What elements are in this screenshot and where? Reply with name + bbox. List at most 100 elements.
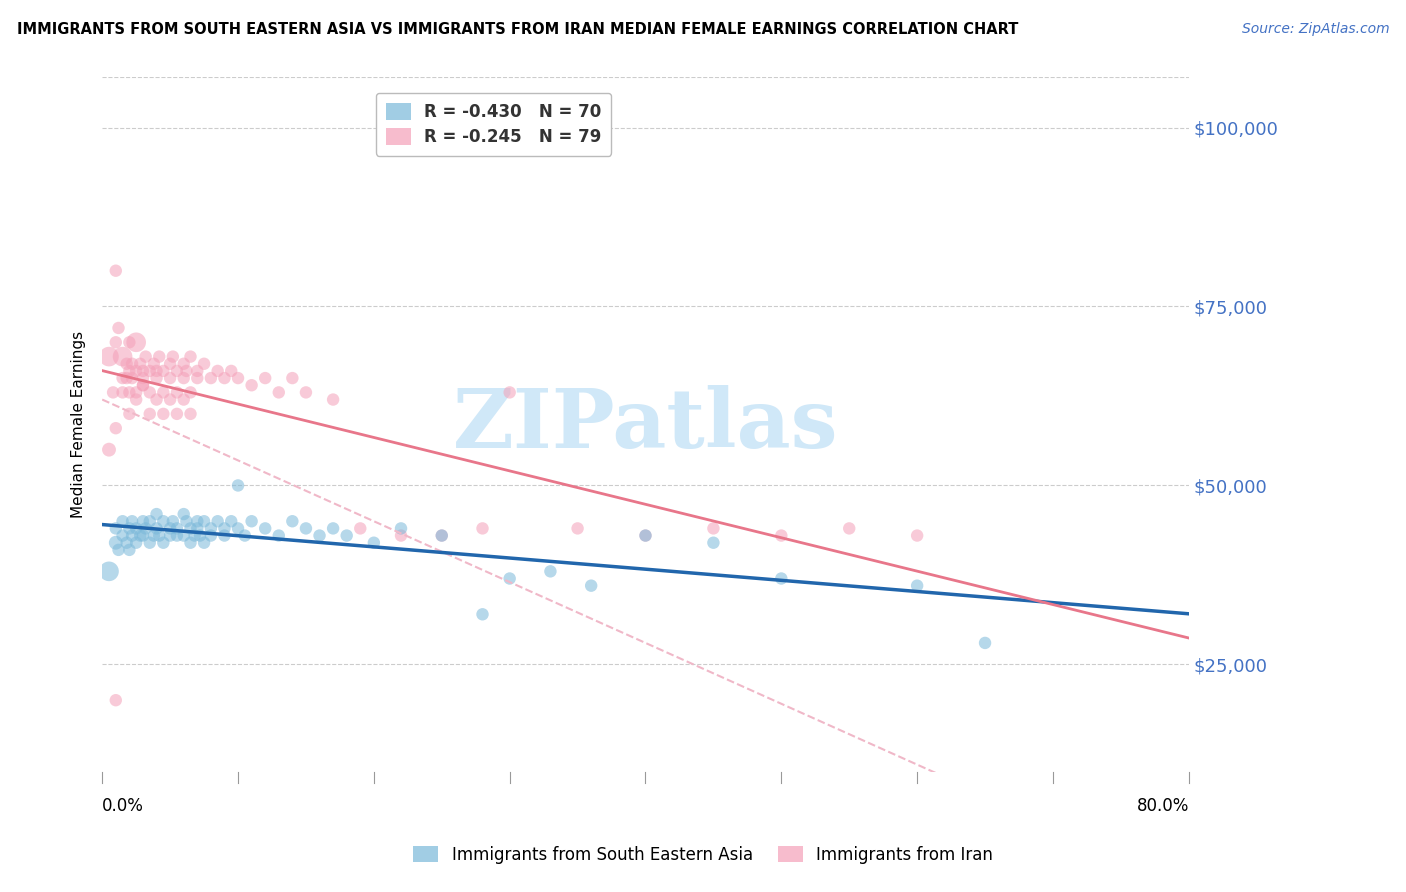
Point: [118, 521, 141, 535]
Point: [186, 371, 208, 385]
Point: [193, 514, 215, 528]
Y-axis label: Median Female Earnings: Median Female Earnings: [72, 331, 86, 518]
Point: [159, 521, 181, 535]
Point: [193, 535, 215, 549]
Point: [166, 521, 188, 535]
Point: [166, 407, 188, 421]
Point: [499, 385, 522, 400]
Point: [162, 514, 184, 528]
Point: [111, 350, 134, 364]
Point: [118, 385, 141, 400]
Point: [186, 364, 208, 378]
Point: [233, 528, 256, 542]
Point: [98, 565, 121, 579]
Point: [226, 521, 249, 535]
Point: [121, 371, 143, 385]
Point: [186, 521, 208, 535]
Point: [179, 535, 201, 549]
Point: [145, 521, 167, 535]
Text: IMMIGRANTS FROM SOUTH EASTERN ASIA VS IMMIGRANTS FROM IRAN MEDIAN FEMALE EARNING: IMMIGRANTS FROM SOUTH EASTERN ASIA VS IM…: [17, 22, 1018, 37]
Point: [281, 514, 304, 528]
Point: [104, 693, 127, 707]
Point: [471, 607, 494, 622]
Point: [132, 364, 155, 378]
Point: [152, 385, 174, 400]
Point: [125, 392, 148, 407]
Legend: R = -0.430   N = 70, R = -0.245   N = 79: R = -0.430 N = 70, R = -0.245 N = 79: [375, 93, 612, 156]
Point: [188, 528, 211, 542]
Point: [200, 528, 222, 542]
Point: [905, 528, 928, 542]
Point: [579, 579, 602, 593]
Point: [214, 528, 236, 542]
Point: [634, 528, 657, 542]
Point: [159, 357, 181, 371]
Point: [159, 392, 181, 407]
Point: [193, 357, 215, 371]
Point: [200, 371, 222, 385]
Point: [166, 385, 188, 400]
Point: [389, 521, 412, 535]
Point: [162, 350, 184, 364]
Point: [142, 357, 165, 371]
Point: [567, 521, 589, 535]
Point: [129, 528, 152, 542]
Point: [104, 535, 127, 549]
Point: [430, 528, 453, 542]
Point: [132, 528, 155, 542]
Point: [118, 335, 141, 350]
Point: [115, 357, 138, 371]
Point: [152, 407, 174, 421]
Point: [125, 364, 148, 378]
Point: [104, 263, 127, 277]
Point: [159, 371, 181, 385]
Point: [538, 565, 561, 579]
Point: [281, 371, 304, 385]
Point: [129, 357, 152, 371]
Text: 80.0%: 80.0%: [1136, 797, 1189, 814]
Point: [145, 507, 167, 521]
Point: [166, 364, 188, 378]
Point: [219, 514, 242, 528]
Point: [104, 335, 127, 350]
Point: [176, 364, 198, 378]
Point: [125, 335, 148, 350]
Point: [430, 528, 453, 542]
Point: [139, 535, 162, 549]
Point: [132, 514, 155, 528]
Point: [152, 364, 174, 378]
Text: 0.0%: 0.0%: [103, 797, 143, 814]
Point: [118, 542, 141, 557]
Point: [322, 392, 344, 407]
Point: [111, 385, 134, 400]
Point: [254, 521, 277, 535]
Point: [267, 528, 290, 542]
Point: [135, 350, 157, 364]
Point: [183, 528, 205, 542]
Point: [295, 521, 318, 535]
Point: [166, 528, 188, 542]
Point: [148, 350, 170, 364]
Point: [145, 371, 167, 385]
Point: [179, 385, 201, 400]
Point: [118, 407, 141, 421]
Point: [125, 385, 148, 400]
Point: [389, 528, 412, 542]
Point: [974, 636, 997, 650]
Point: [115, 371, 138, 385]
Point: [179, 407, 201, 421]
Point: [702, 535, 724, 549]
Point: [295, 385, 318, 400]
Point: [308, 528, 330, 542]
Point: [173, 357, 195, 371]
Point: [179, 350, 201, 364]
Point: [240, 514, 263, 528]
Point: [98, 442, 121, 457]
Point: [499, 572, 522, 586]
Point: [107, 542, 129, 557]
Point: [132, 371, 155, 385]
Text: ZIPatlas: ZIPatlas: [453, 384, 838, 465]
Point: [173, 528, 195, 542]
Point: [254, 371, 277, 385]
Point: [121, 357, 143, 371]
